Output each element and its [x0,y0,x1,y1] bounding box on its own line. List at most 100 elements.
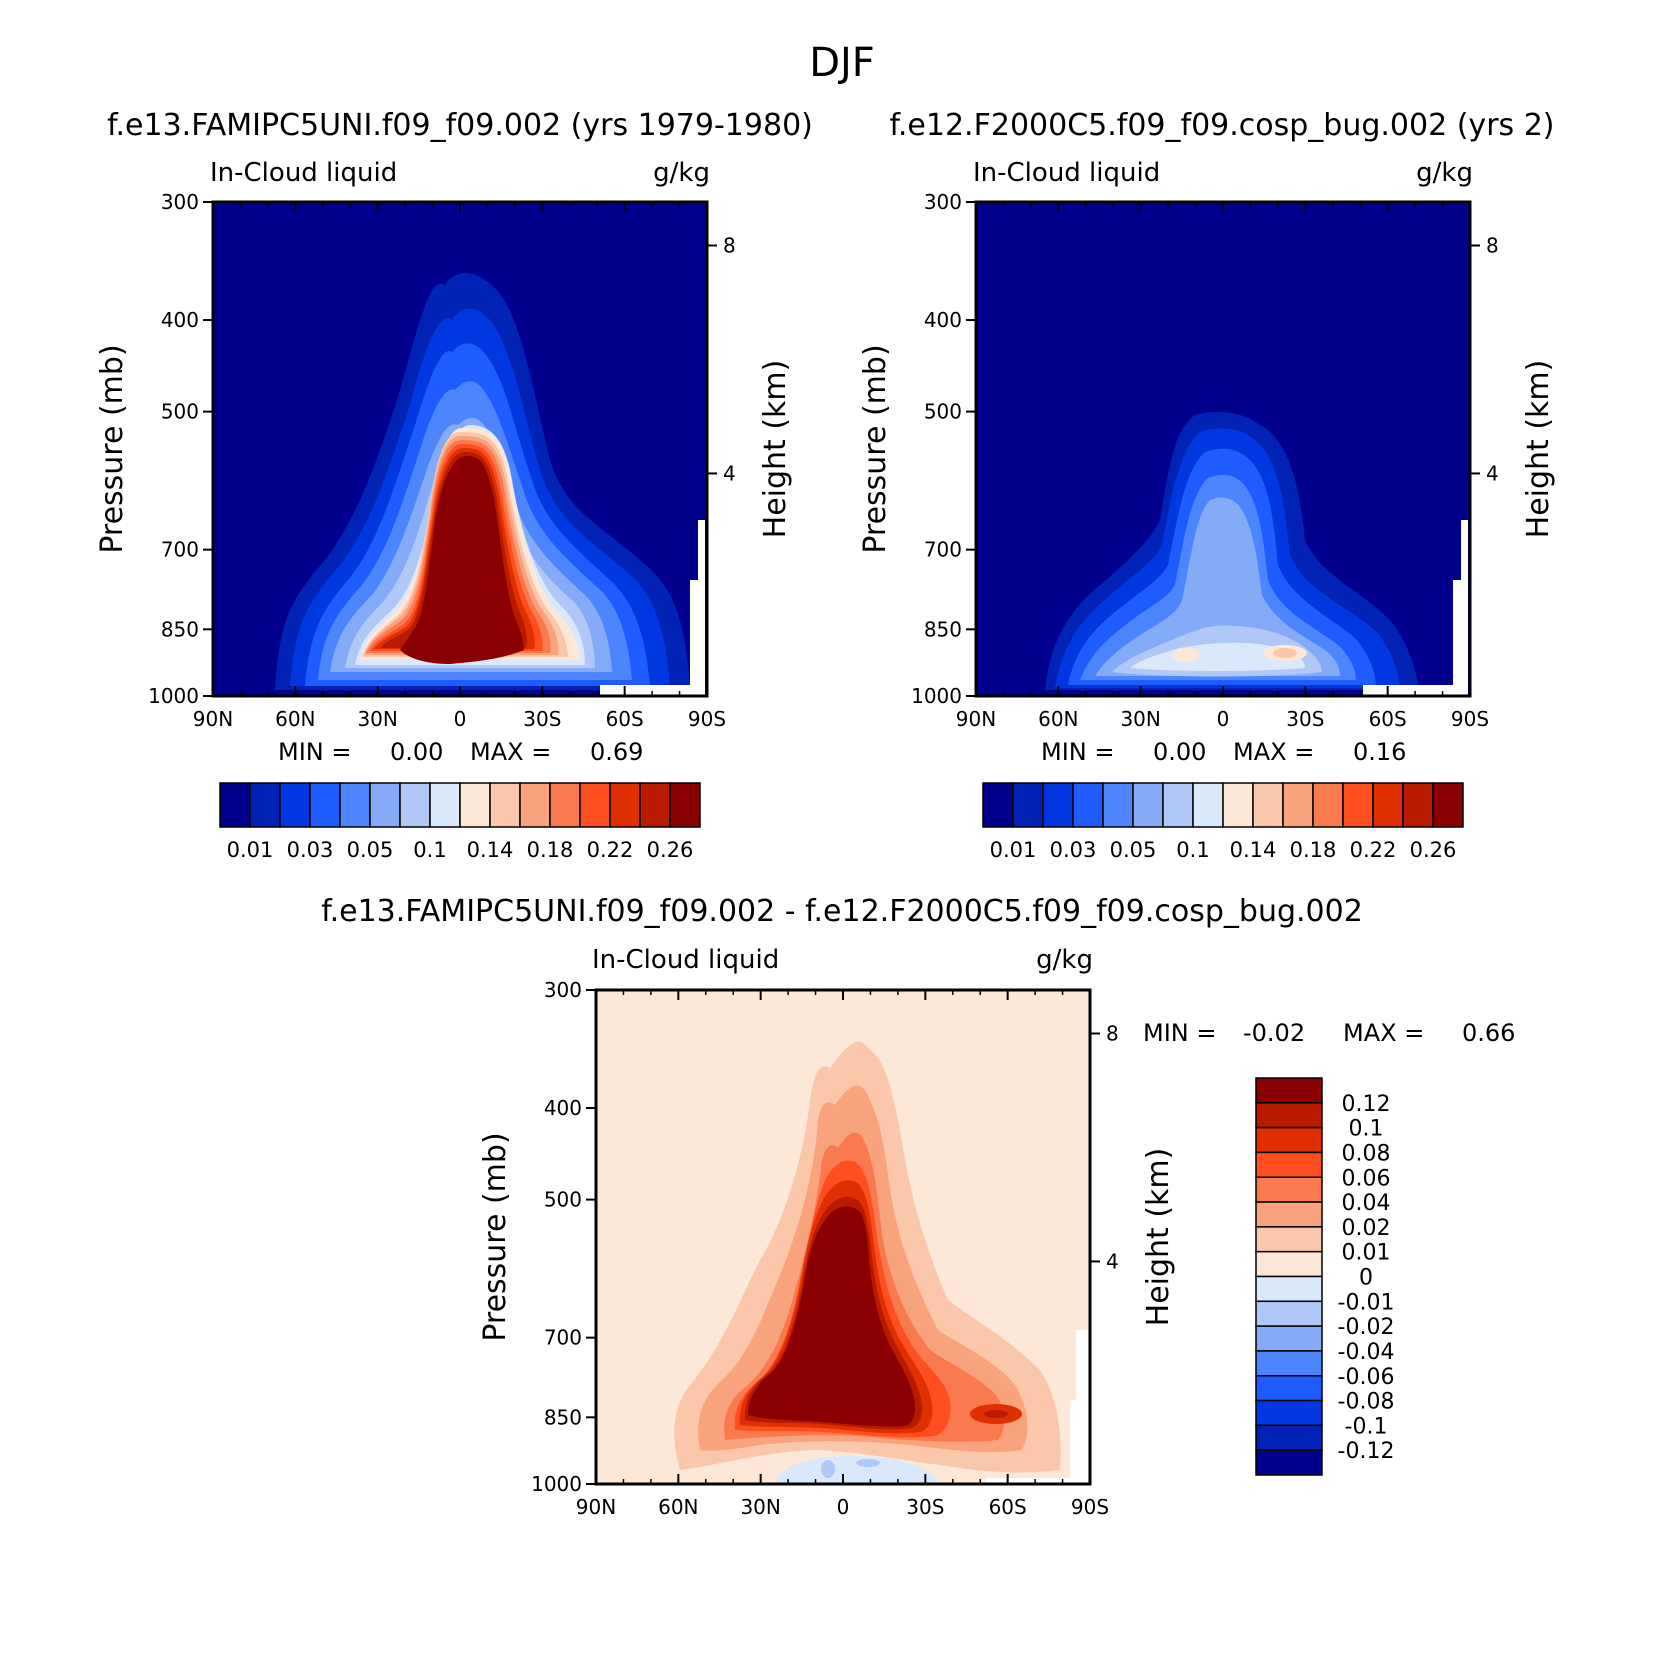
panel-b-contour-level-8-west [1172,648,1200,662]
panel-a-colorbar-swatch [339,782,371,828]
panel-c-colorbar-label: 0.1 [1349,1117,1384,1142]
panel-c-contour-level-7 [748,1206,915,1427]
panel-b-ytick-label: 700 [924,538,962,562]
panel-c-colorbar-label: 0.02 [1342,1216,1391,1241]
panel-b-colorbar-swatch [1042,782,1074,828]
panel-b-units: g/kg [1416,158,1473,188]
panel-c-ytick-label: 300 [544,978,582,1002]
panel-c-xtick-label: 90N [576,1495,616,1519]
panel-c-ytick-label: 1000 [531,1472,582,1496]
panel-a-colorbar-swatch [369,782,401,828]
panel-c-ylabel-right: Height (km) [1141,1148,1176,1327]
panel-b-colorbar-swatch [1282,782,1314,828]
panel-a-stats-max-label: MAX = [470,738,551,766]
panel-c-negative-level-2 [821,1460,835,1478]
panel-b-colorbar-swatch [1312,782,1344,828]
panel-a-xtick-label: 30S [523,707,561,731]
panel-a-ytick-label: 300 [161,190,199,214]
panel-c-colorbar-label: 0.01 [1342,1241,1391,1266]
panel-a: f.e13.FAMIPC5UNI.f09_f09.002 (yrs 1979-1… [95,108,813,766]
panel-c-stats-max-label: MAX = [1343,1019,1424,1047]
panel-a-colorbar-swatch [579,782,611,828]
panel-c-colorbar-swatch [1255,1226,1323,1253]
panel-b-xtick-label: 90S [1451,707,1489,731]
panel-c-colorbar-label: -0.06 [1338,1365,1395,1390]
panel-b-stats-max-label: MAX = [1233,738,1314,766]
panel-c-negative-level-3 [856,1459,880,1467]
panel-b-ytick-right-label: 8 [1486,234,1499,258]
panel-b-colorbar-swatch [1252,782,1284,828]
panel-b-colorbar-label: 0.1 [1176,838,1209,862]
panel-c-ytick-right-label: 4 [1106,1249,1119,1273]
panel-b-colorbar-swatch [1402,782,1434,828]
panel-a-contours [275,273,690,690]
panel-c-colorbar-swatch [1255,1151,1323,1178]
panel-b-colorbar: 0.01 0.03 0.05 0.1 0.14 0.18 0.22 0.26 [982,782,1464,862]
colorbar-layer: 0.01 0.03 0.05 0.1 0.14 0.18 0.22 0.26 0.01 0.03 0… [219,782,1464,1476]
panel-b-stats-min-label: MIN = [1041,738,1114,766]
panel-b-colorbar-label: 0.22 [1350,838,1397,862]
panel-a-units: g/kg [653,158,710,188]
panel-c-colorbar-label: -0.02 [1338,1315,1395,1340]
panel-c-colorbar-swatch [1255,1424,1323,1451]
panel-c-xtick-label: 30N [740,1495,780,1519]
panel-c-colorbar-swatch [1255,1449,1323,1476]
panel-b-colorbar-label: 0.14 [1230,838,1277,862]
panel-a-colorbar-swatch [639,782,671,828]
panel-a-contour-level-15 [400,456,524,664]
panel-c-colorbar: 0.120.10.080.060.040.020.010-0.01-0.02-0… [1255,1077,1395,1476]
panel-c-colorbar-swatch [1255,1077,1323,1104]
panel-a-colorbar-swatch [219,782,251,828]
panel-b-stats-max: 0.16 [1353,738,1406,766]
panel-c-colorbar-swatch [1255,1250,1323,1278]
panel-c-colorbar-label: 0.06 [1342,1166,1391,1191]
panel-a-xtick-label: 90S [688,707,726,731]
panel-c-left-label: In-Cloud liquid [592,945,779,975]
panel-b-colorbar-label: 0.01 [990,838,1037,862]
panel-c-colorbar-swatch [1255,1300,1323,1327]
panel-c-colorbar-swatch [1255,1275,1323,1303]
panel-a-colorbar-swatch [399,782,431,828]
panel-c-xtick-label: 90S [1071,1495,1109,1519]
panel-a-ylabel: Pressure (mb) [95,344,130,553]
panel-c-colorbar-label: -0.12 [1338,1439,1395,1464]
panel-c-colorbar-label: -0.08 [1338,1390,1395,1415]
panel-b-colorbar-label: 0.03 [1050,838,1097,862]
panel-c-colorbar-label: -0.04 [1338,1340,1395,1365]
panel-a-ytick-label: 400 [161,308,199,332]
panel-b-title: f.e12.F2000C5.f09_f09.cosp_bug.002 (yrs … [890,108,1555,143]
panel-b-stats-min: 0.00 [1153,738,1206,766]
panel-a-colorbar-swatch [669,782,701,828]
panel-c-colorbar-swatch [1255,1126,1323,1154]
panel-c-colorbar-swatch [1255,1350,1323,1377]
panel-b-xtick-label: 30S [1286,707,1324,731]
panel-a-colorbar-swatch [279,782,311,828]
panel-c-contours [674,1041,1061,1484]
panel-a-colorbar-swatch [249,782,281,828]
panel-a-ytick-label: 1000 [148,684,199,708]
panel-c-missing-region [985,1330,1088,1484]
panel-c-colorbar-swatch [1255,1375,1323,1402]
panel-b-ytick-label: 300 [924,190,962,214]
panel-c-ytick-right-label: 8 [1106,1022,1119,1046]
panel-b-contours [1045,412,1420,690]
panel-c-ylabel: Pressure (mb) [478,1132,513,1341]
panel-a-title: f.e13.FAMIPC5UNI.f09_f09.002 (yrs 1979-1… [107,108,813,143]
panel-a-stats-min-label: MIN = [278,738,351,766]
panel-b-xtick-label: 60N [1038,707,1078,731]
panel-b-missing-region [1363,520,1468,696]
panel-b-ytick-label: 850 [924,617,962,641]
panel-c-colorbar-label: 0 [1359,1266,1373,1291]
panel-c-ytick-label: 400 [544,1096,582,1120]
panel-a-axes: 90N 60N 30N 0 30S 60S 90S 300 400 500 700 850 1000 8 4 [148,190,736,731]
panel-a-colorbar-label: 0.03 [287,838,334,862]
panel-a-colorbar-swatch [489,782,521,828]
panel-a-ytick-right-label: 4 [723,461,736,485]
panel-c: f.e13.FAMIPC5UNI.f09_f09.002 - f.e12.F20… [321,894,1515,1486]
panel-a-colorbar-swatch [609,782,641,828]
panel-a-ytick-label: 500 [161,400,199,424]
panel-a-colorbar-label: 0.22 [587,838,634,862]
panel-b-contour-level-5 [1095,497,1340,676]
panel-b-colorbar-swatch [1192,782,1224,828]
panel-a-colorbar-label: 0.18 [527,838,574,862]
